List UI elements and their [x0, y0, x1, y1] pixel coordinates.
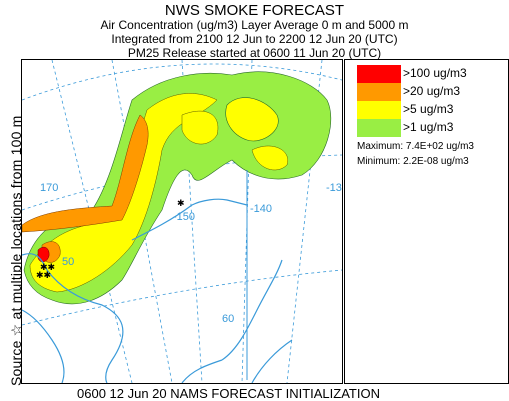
source-markers: ✱✱ ✱✱ ✱	[36, 198, 185, 280]
maximum-value: Maximum: 7.4E+02 ug/m3	[357, 141, 474, 152]
legend-swatch	[357, 83, 401, 101]
map-canvas: ✱✱ ✱✱ ✱ 170 -150 -140 -130 50 60	[22, 60, 342, 383]
svg-text:✱: ✱	[177, 198, 185, 208]
forecast-title: NWS SMOKE FORECAST	[164, 2, 345, 19]
forecast-initialization: 0600 12 Jun 20 NAMS FORECAST INITIALIZAT…	[77, 386, 380, 401]
plume-level-100	[37, 246, 50, 263]
lat-label: 50	[62, 256, 74, 268]
coastline	[22, 198, 293, 383]
lon-label: -130	[326, 182, 342, 194]
release-start: PM25 Release started at 0600 11 Jun 20 (…	[127, 46, 382, 60]
lon-label: -150	[173, 211, 195, 223]
legend-label: >5 ug/m3	[403, 102, 454, 116]
legend-label: >1 ug/m3	[403, 120, 454, 134]
smoke-map: ✱✱ ✱✱ ✱ 170 -150 -140 -130 50 60	[21, 59, 343, 384]
concentration-subtitle: Air Concentration (ug/m3) Layer Average …	[100, 18, 409, 32]
lon-label: 170	[40, 182, 58, 194]
legend-swatch	[357, 101, 401, 119]
legend-item: >1 ug/m3	[357, 119, 507, 137]
minimum-value: Minimum: 2.2E-08 ug/m3	[357, 156, 469, 167]
legend-swatch	[357, 119, 401, 137]
lat-label: 60	[222, 313, 234, 325]
legend-label: >100 ug/m3	[403, 66, 467, 80]
integration-period: Integrated from 2100 12 Jun to 2200 12 J…	[111, 32, 398, 46]
legend-item: >20 ug/m3	[357, 83, 507, 101]
legend: >100 ug/m3 >20 ug/m3 >5 ug/m3 >1 ug/m3 M…	[344, 59, 509, 384]
svg-text:✱✱: ✱✱	[40, 262, 55, 272]
legend-swatch	[357, 65, 401, 83]
legend-item: >100 ug/m3	[357, 65, 507, 83]
legend-item: >5 ug/m3	[357, 101, 507, 119]
lon-label: -140	[250, 203, 272, 215]
svg-text:✱✱: ✱✱	[36, 270, 51, 280]
legend-label: >20 ug/m3	[403, 84, 461, 98]
plume-level-5	[29, 93, 288, 293]
